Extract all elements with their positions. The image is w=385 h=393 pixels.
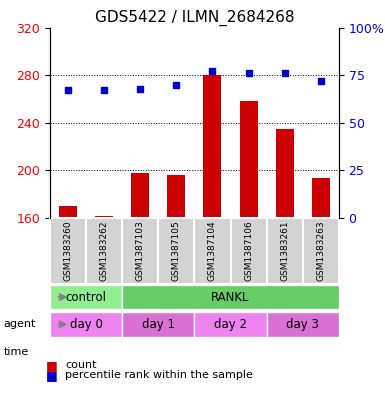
FancyBboxPatch shape	[86, 218, 122, 283]
Text: agent: agent	[4, 319, 36, 329]
FancyBboxPatch shape	[50, 218, 86, 283]
FancyBboxPatch shape	[122, 285, 339, 309]
FancyBboxPatch shape	[194, 312, 266, 337]
Point	[281, 70, 288, 76]
Point	[318, 78, 324, 84]
FancyBboxPatch shape	[50, 285, 122, 309]
Text: time: time	[4, 347, 29, 357]
Text: GSM1387104: GSM1387104	[208, 220, 217, 281]
FancyBboxPatch shape	[266, 218, 303, 283]
Text: day 2: day 2	[214, 318, 247, 331]
FancyBboxPatch shape	[122, 218, 158, 283]
Point	[246, 70, 252, 76]
Bar	[167, 175, 186, 218]
Text: ■: ■	[46, 369, 58, 382]
Text: GSM1383260: GSM1383260	[64, 220, 73, 281]
Point	[173, 82, 179, 88]
Point	[209, 68, 216, 75]
Text: GSM1387106: GSM1387106	[244, 220, 253, 281]
FancyBboxPatch shape	[158, 218, 194, 283]
Point	[137, 85, 143, 92]
Text: GSM1383263: GSM1383263	[316, 220, 325, 281]
Text: GSM1383261: GSM1383261	[280, 220, 289, 281]
FancyBboxPatch shape	[231, 218, 266, 283]
Text: day 3: day 3	[286, 318, 319, 331]
Text: day 0: day 0	[70, 318, 102, 331]
Bar	[59, 206, 77, 218]
Bar	[239, 101, 258, 218]
FancyBboxPatch shape	[266, 312, 339, 337]
FancyBboxPatch shape	[122, 312, 194, 337]
Text: RANKL: RANKL	[211, 291, 250, 304]
FancyBboxPatch shape	[303, 218, 339, 283]
Text: GSM1387105: GSM1387105	[172, 220, 181, 281]
Bar	[131, 173, 149, 218]
Bar	[276, 129, 294, 218]
Text: ■: ■	[46, 359, 58, 372]
Title: GDS5422 / ILMN_2684268: GDS5422 / ILMN_2684268	[95, 10, 294, 26]
Text: GSM1387103: GSM1387103	[136, 220, 145, 281]
Text: day 1: day 1	[142, 318, 175, 331]
Bar	[95, 216, 113, 218]
Bar	[203, 75, 221, 218]
Text: percentile rank within the sample: percentile rank within the sample	[65, 370, 253, 380]
Bar	[312, 178, 330, 218]
Text: control: control	[66, 291, 107, 304]
Point	[101, 87, 107, 94]
FancyBboxPatch shape	[194, 218, 231, 283]
Text: count: count	[65, 360, 97, 371]
Text: GSM1383262: GSM1383262	[100, 220, 109, 281]
FancyBboxPatch shape	[50, 312, 122, 337]
Point	[65, 87, 71, 94]
